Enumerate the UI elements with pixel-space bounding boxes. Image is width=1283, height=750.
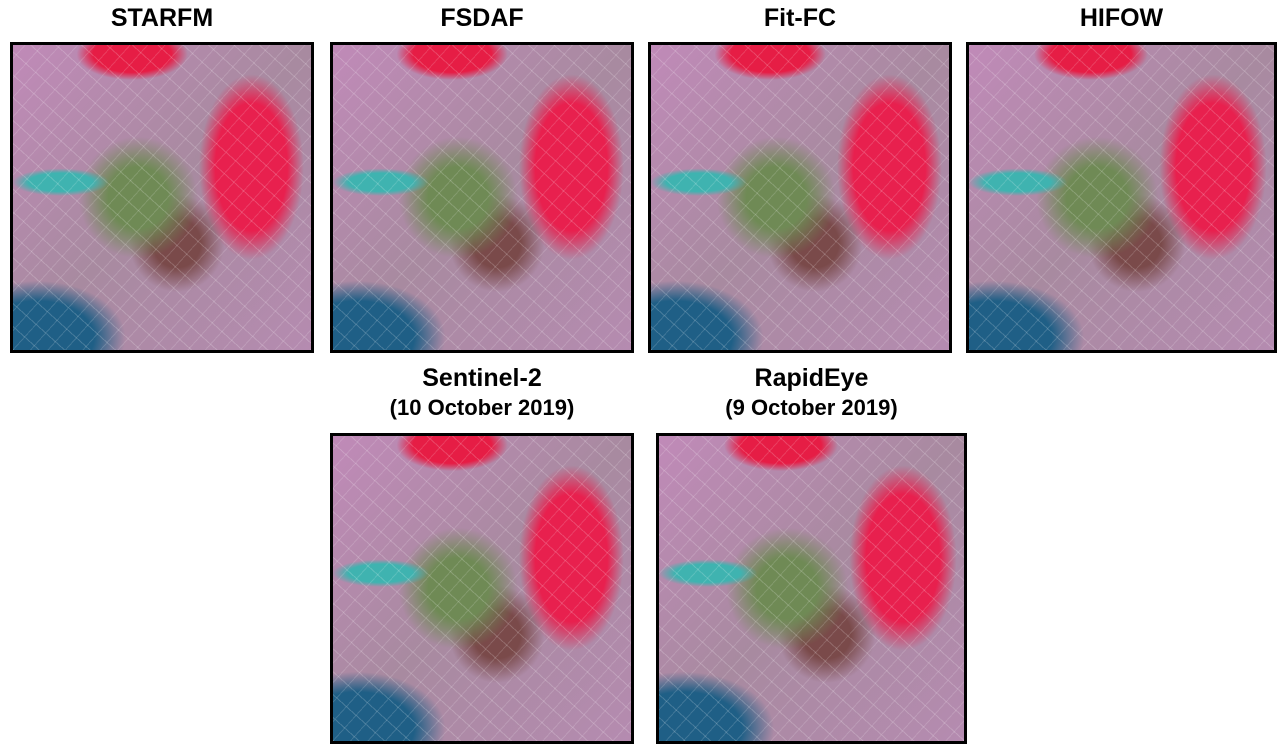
panel-title: Fit-FC	[763, 4, 837, 32]
satellite-image	[648, 42, 952, 353]
panel-title: Sentinel-2	[422, 364, 542, 392]
satellite-image	[966, 42, 1277, 353]
satellite-image	[656, 433, 967, 744]
panel-title: STARFM	[110, 4, 214, 32]
panel-subtitle: (9 October 2019)	[725, 395, 898, 420]
panel-title: FSDAF	[440, 4, 524, 32]
satellite-image	[330, 433, 634, 744]
satellite-image	[330, 42, 634, 353]
panel-title: RapidEye	[754, 364, 869, 392]
satellite-image	[10, 42, 314, 353]
panel-title: HIFOW	[1079, 4, 1164, 32]
panel-subtitle: (10 October 2019)	[389, 395, 575, 420]
